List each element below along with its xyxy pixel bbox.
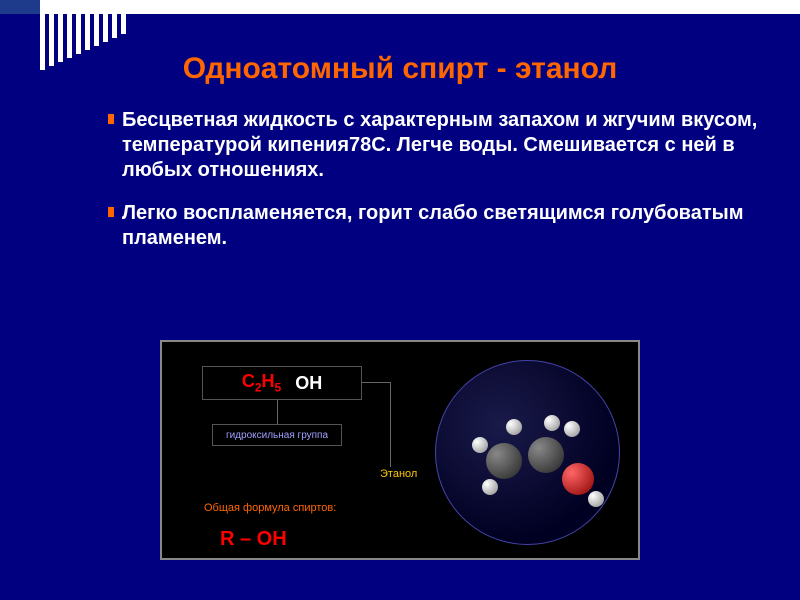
top-bar-corner bbox=[0, 0, 40, 14]
chemistry-diagram: C2H5 OH гидроксильная группа Этанол Обща… bbox=[160, 340, 640, 560]
formula-part: C2H5 bbox=[242, 371, 281, 395]
molecule-3d-view bbox=[435, 360, 620, 545]
general-formula-label: Общая формула спиртов: bbox=[204, 502, 336, 514]
connector-line bbox=[390, 382, 391, 467]
hydrogen-atom bbox=[544, 415, 560, 431]
connector-line bbox=[362, 382, 390, 383]
paragraph-text: Бесцветная жидкость с характерным запахо… bbox=[122, 109, 757, 181]
hydrogen-atom bbox=[588, 491, 604, 507]
paragraph-2: Легко воспламеняется, горит слабо светящ… bbox=[122, 201, 760, 251]
bullet-icon bbox=[108, 207, 114, 217]
top-bar-line bbox=[40, 0, 800, 14]
ethanol-label: Этанол bbox=[380, 468, 417, 480]
slide-title: Одноатомный спирт - этанол bbox=[0, 52, 800, 86]
paragraph-text: Легко воспламеняется, горит слабо светящ… bbox=[122, 202, 743, 249]
carbon-atom bbox=[528, 437, 564, 473]
connector-line bbox=[277, 400, 278, 424]
carbon-atom bbox=[486, 443, 522, 479]
content-area: Бесцветная жидкость с характерным запахо… bbox=[122, 108, 760, 269]
hydroxyl-label: гидроксильная группа bbox=[212, 424, 342, 446]
top-bar bbox=[0, 0, 800, 14]
formula-oh: OH bbox=[295, 373, 322, 394]
hydrogen-atom bbox=[564, 421, 580, 437]
hydrogen-atom bbox=[472, 437, 488, 453]
hydrogen-atom bbox=[482, 479, 498, 495]
hydrogen-atom bbox=[506, 419, 522, 435]
general-formula: R – OH bbox=[220, 528, 287, 551]
bullet-icon bbox=[108, 114, 114, 124]
paragraph-1: Бесцветная жидкость с характерным запахо… bbox=[122, 108, 760, 183]
oxygen-atom bbox=[562, 463, 594, 495]
ethanol-formula: C2H5 OH bbox=[202, 366, 362, 400]
